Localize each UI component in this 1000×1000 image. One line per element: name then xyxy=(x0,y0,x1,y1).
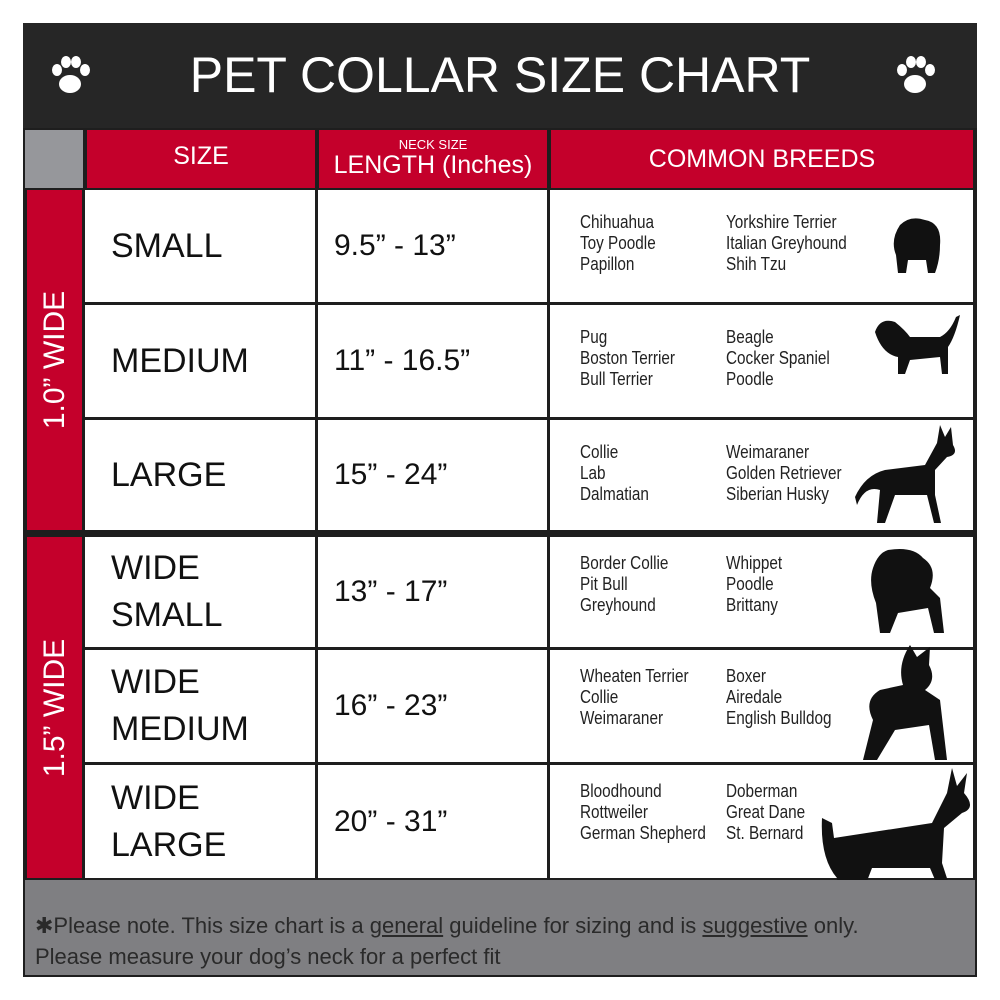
size-cell: MEDIUM xyxy=(85,305,315,417)
breed-name: Weimaraner xyxy=(726,442,810,462)
size-label: SMALL xyxy=(111,226,223,265)
paw-icon xyxy=(52,56,90,93)
breed-name: Poodle xyxy=(726,574,774,594)
breed-name: Golden Retriever xyxy=(726,463,842,483)
length-value: 16” - 23” xyxy=(334,689,448,722)
size-cell: WIDE LARGE xyxy=(85,765,315,878)
breed-name: Italian Greyhound xyxy=(726,233,847,253)
breed-name: English Bulldog xyxy=(726,708,832,728)
breeds-cell: Pug Boston Terrier Bull Terrier Beagle Cocke… xyxy=(550,305,973,417)
length-cell: 20” - 31” xyxy=(318,765,547,878)
breed-name: Siberian Husky xyxy=(726,484,829,504)
header-length-small: NECK SIZE xyxy=(398,137,468,152)
breed-name: Boston Terrier xyxy=(580,348,675,368)
size-label: WIDE SMALL xyxy=(111,549,223,634)
dog-silhouette-icon xyxy=(855,425,955,523)
group-label-text: 1.5” WIDE xyxy=(37,638,71,777)
length-cell: 11” - 16.5” xyxy=(318,305,547,417)
page-title: PET COLLAR SIZE CHART xyxy=(23,23,977,128)
size-label: LARGE xyxy=(111,455,227,494)
length-value: 11” - 16.5” xyxy=(334,344,471,377)
size-cell: WIDE MEDIUM xyxy=(85,650,315,762)
breed-name: Cocker Spaniel xyxy=(726,348,830,368)
note-text: ✱Please note. This size chart is a xyxy=(35,913,364,938)
header-corner xyxy=(25,130,83,188)
dog-silhouette-icon xyxy=(893,218,941,273)
dog-silhouette-icon xyxy=(875,315,960,374)
group-label-text: 1.0” WIDE xyxy=(37,290,71,430)
breed-name: Wheaten Terrier xyxy=(580,666,689,686)
note-text: guideline for sizing and is xyxy=(449,913,697,938)
paw-icon xyxy=(897,56,935,93)
length-value: 15” - 24” xyxy=(334,458,448,491)
header-length: NECK SIZE LENGTH (Inches) xyxy=(319,130,547,188)
size-cell: SMALL xyxy=(85,190,315,302)
length-cell: 15” - 24” xyxy=(318,420,547,530)
breed-name: Shih Tzu xyxy=(726,254,787,274)
size-label: MEDIUM xyxy=(111,341,249,380)
breed-name: Yorkshire Terrier xyxy=(726,212,837,232)
breed-name: St. Bernard xyxy=(726,823,804,843)
length-cell: 13” - 17” xyxy=(318,537,547,647)
breed-name: Papillon xyxy=(580,254,635,274)
size-label: WIDE MEDIUM xyxy=(111,663,249,748)
breed-name: Greyhound xyxy=(580,595,656,615)
length-value: 13” - 17” xyxy=(334,575,448,608)
breed-name: German Shepherd xyxy=(580,823,706,843)
breed-name: Chihuahua xyxy=(580,212,655,232)
breed-name: Dalmatian xyxy=(580,484,649,504)
size-label: WIDE LARGE xyxy=(111,778,227,864)
dog-silhouette-icon xyxy=(863,645,947,760)
group-label-1in: 1.0” WIDE xyxy=(27,190,82,530)
breed-name: Poodle xyxy=(726,369,774,389)
footer-note: ✱Please note. This size chart is a gener… xyxy=(25,880,975,975)
breed-name: Brittany xyxy=(726,595,778,615)
header-length-main: LENGTH (Inches) xyxy=(333,151,533,179)
header-breeds: COMMON BREEDS xyxy=(551,130,973,188)
breed-name: Toy Poodle xyxy=(580,233,656,253)
breed-name: Great Dane xyxy=(726,802,806,822)
breed-name: Doberman xyxy=(726,781,798,801)
length-cell: 16” - 23” xyxy=(318,650,547,762)
breed-name: Pit Bull xyxy=(580,574,628,594)
size-cell: WIDE SMALL xyxy=(85,537,315,647)
breed-name: Rottweiler xyxy=(580,802,649,822)
note-underline-general: general xyxy=(369,913,444,938)
length-cell: 9.5” - 13” xyxy=(318,190,547,302)
note-underline-suggestive: suggestive xyxy=(702,913,808,938)
group-label-1-5in: 1.5” WIDE xyxy=(27,537,82,878)
breed-name: Airedale xyxy=(726,687,783,707)
breed-name: Boxer xyxy=(726,666,766,686)
size-cell: LARGE xyxy=(85,420,315,530)
breed-name: Bull Terrier xyxy=(580,369,653,389)
breed-name: Border Collie xyxy=(580,553,669,573)
breed-name: Bloodhound xyxy=(580,781,662,801)
breed-name: Collie xyxy=(580,687,619,707)
breed-name: Weimaraner xyxy=(580,708,664,728)
note-text: only. xyxy=(813,913,859,938)
header-size: SIZE xyxy=(87,130,315,188)
breed-name: Pug xyxy=(580,327,608,347)
breed-name: Beagle xyxy=(726,327,774,347)
length-value: 20” - 31” xyxy=(334,804,448,838)
length-value: 9.5” - 13” xyxy=(334,229,456,262)
dog-silhouette-icon xyxy=(871,549,944,633)
breed-name: Lab xyxy=(580,463,606,483)
note-line2: Please measure your dog’s neck for a per… xyxy=(35,944,501,969)
breed-name: Collie xyxy=(580,442,619,462)
breed-name: Whippet xyxy=(726,553,783,573)
